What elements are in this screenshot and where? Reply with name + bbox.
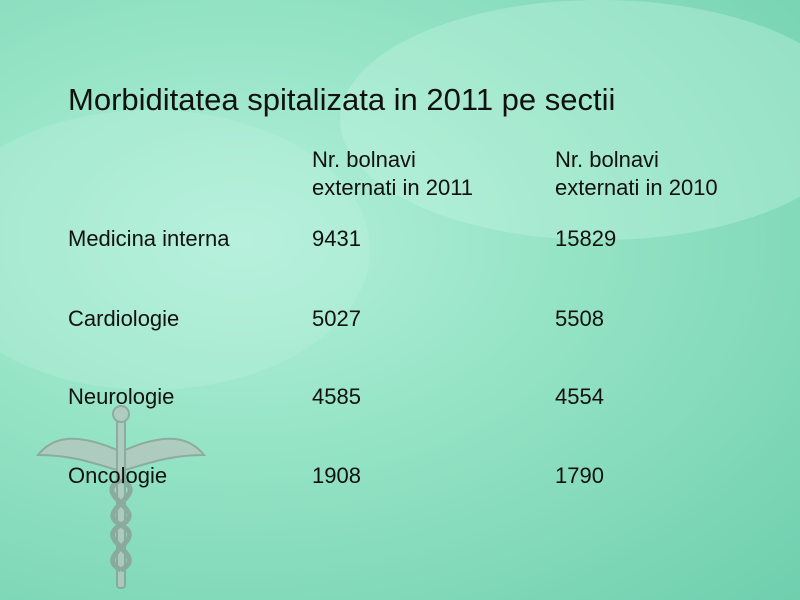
cell: 9431 [312, 226, 361, 251]
row-label: Cardiologie [68, 306, 180, 331]
cell: 5508 [555, 306, 604, 331]
column-header: Nr. bolnavi externati in 2010 [555, 147, 718, 200]
row-label: Neurologie [68, 384, 175, 409]
row-label: Oncologie [68, 463, 168, 488]
cell: 1790 [555, 463, 604, 488]
cell: 5027 [312, 306, 361, 331]
row-label: Medicina interna [68, 226, 230, 251]
column-header: Nr. bolnavi externati in 2011 [312, 147, 474, 200]
cell: 15829 [555, 226, 617, 251]
cell: 4585 [312, 384, 361, 409]
cell: 4554 [555, 384, 604, 409]
cell: 1908 [312, 463, 361, 488]
slide-title: Morbiditatea spitalizata in 2011 pe sect… [68, 82, 616, 117]
